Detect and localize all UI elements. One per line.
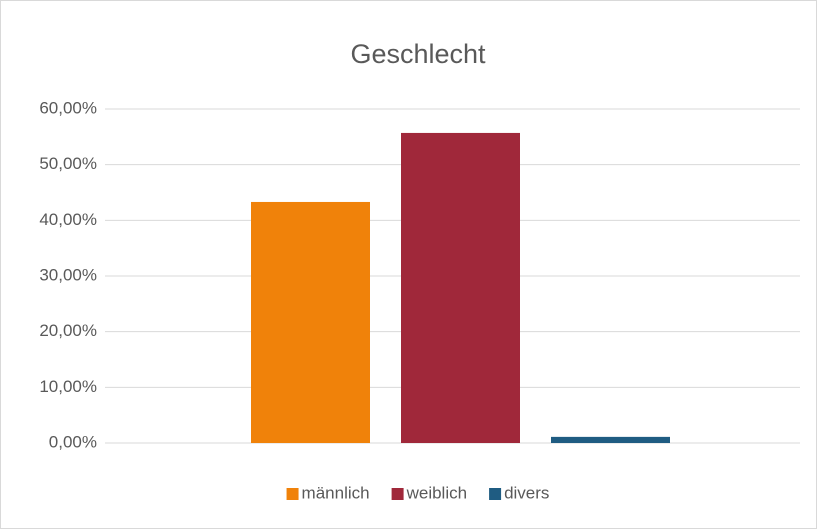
y-tick-label: 40,00% bbox=[39, 210, 97, 229]
y-tick-label: 50,00% bbox=[39, 154, 97, 173]
y-tick-label: 0,00% bbox=[49, 432, 97, 451]
legend-swatch bbox=[489, 488, 502, 500]
legend-swatch bbox=[286, 488, 299, 500]
chart-title: Geschlecht bbox=[350, 39, 486, 69]
legend-swatch bbox=[391, 488, 404, 500]
legend-label: männlich bbox=[302, 483, 370, 502]
y-tick-label: 60,00% bbox=[39, 98, 97, 117]
legend-label: divers bbox=[504, 483, 549, 502]
y-tick-label: 30,00% bbox=[39, 265, 97, 284]
y-tick-label: 20,00% bbox=[39, 321, 97, 340]
bar bbox=[401, 132, 520, 444]
legend-label: weiblich bbox=[406, 483, 467, 502]
bar bbox=[251, 201, 370, 443]
y-tick-label: 10,00% bbox=[39, 377, 97, 396]
bar bbox=[551, 436, 670, 443]
